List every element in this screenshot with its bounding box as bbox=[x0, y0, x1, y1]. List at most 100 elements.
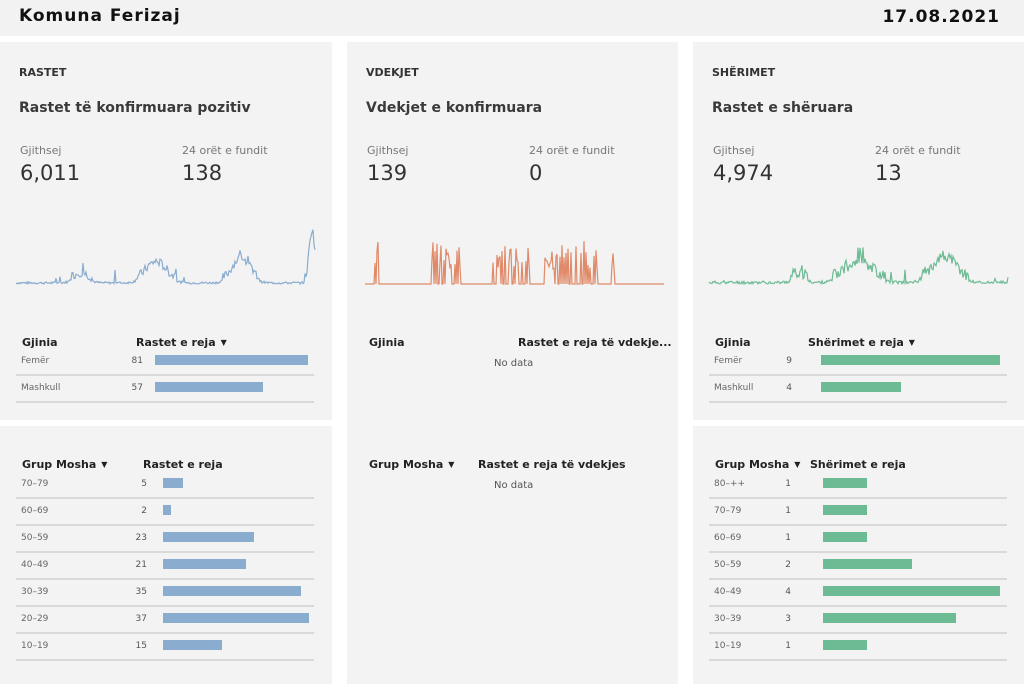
vdekjet-kicker: VDEKJET bbox=[366, 66, 419, 79]
row-value: 35 bbox=[135, 587, 147, 597]
table-row[interactable]: 10–19 15 bbox=[16, 634, 314, 661]
row-label: 30–39 bbox=[21, 587, 49, 597]
sort-down-icon: ▼ bbox=[448, 460, 455, 469]
table-row[interactable]: 70–79 5 bbox=[16, 472, 314, 499]
rastet-last24-value: 138 bbox=[182, 161, 223, 185]
row-bar bbox=[823, 478, 868, 488]
table-row[interactable]: 70–79 1 bbox=[709, 499, 1007, 526]
rastet-total-label: Gjithsej bbox=[20, 144, 62, 157]
rastet-total-value: 6,011 bbox=[20, 161, 81, 185]
row-label: 50–59 bbox=[714, 560, 742, 570]
vdekjet-last24-label: 24 orët e fundit bbox=[529, 144, 615, 157]
row-value: 1 bbox=[785, 533, 791, 543]
rastet-gender-col2-sort[interactable]: Rastet e reja ▼ bbox=[136, 336, 227, 349]
vdekjet-gender-col2[interactable]: Rastet e reja të vdekje... bbox=[518, 336, 672, 349]
row-label: 50–59 bbox=[21, 533, 49, 543]
row-label: Mashkull bbox=[21, 383, 61, 393]
rastet-panel: RASTET Rastet të konfirmuara pozitiv Gji… bbox=[0, 42, 332, 420]
vdekjet-last24-value: 0 bbox=[529, 161, 543, 185]
row-bar bbox=[163, 532, 254, 542]
row-value: 1 bbox=[785, 641, 791, 651]
sherimet-age-table: 80–++ 1 70–79 1 60–69 1 50–59 2 40–49 4 30–39 3 10–1… bbox=[709, 472, 1007, 661]
sherimet-age-col1-sort[interactable]: Grup Mosha ▼ bbox=[715, 458, 800, 471]
row-bar bbox=[155, 382, 263, 392]
sort-down-icon: ▼ bbox=[220, 338, 227, 347]
row-bar bbox=[821, 382, 901, 392]
row-value: 1 bbox=[785, 506, 791, 516]
vdekjet-panel: VDEKJET Vdekjet e konfirmuara Gjithsej 1… bbox=[347, 42, 678, 684]
row-label: 40–49 bbox=[714, 587, 742, 597]
row-label: 10–19 bbox=[714, 641, 742, 651]
row-value: 15 bbox=[135, 641, 147, 651]
sort-down-icon: ▼ bbox=[794, 460, 801, 469]
table-row[interactable]: Mashkull 4 bbox=[709, 376, 1007, 403]
sherimet-gender-col2-label: Shërimet e reja bbox=[808, 336, 904, 349]
page-title: Komuna Ferizaj bbox=[19, 6, 181, 26]
sherimet-total-label: Gjithsej bbox=[713, 144, 755, 157]
row-value: 37 bbox=[135, 614, 147, 624]
vdekjet-sparkline bbox=[365, 241, 664, 285]
row-bar bbox=[823, 613, 956, 623]
table-row[interactable]: 30–39 3 bbox=[709, 607, 1007, 634]
table-row[interactable]: 60–69 1 bbox=[709, 526, 1007, 553]
rastet-age-col1-sort[interactable]: Grup Mosha ▼ bbox=[22, 458, 107, 471]
row-label: 20–29 bbox=[21, 614, 49, 624]
vdekjet-age-col1-sort[interactable]: Grup Mosha ▼ bbox=[369, 458, 454, 471]
table-row[interactable]: 10–19 1 bbox=[709, 634, 1007, 661]
sherimet-last24-label: 24 orët e fundit bbox=[875, 144, 961, 157]
sherimet-gender-col2-sort[interactable]: Shërimet e reja ▼ bbox=[808, 336, 915, 349]
row-value: 23 bbox=[135, 533, 147, 543]
row-bar bbox=[163, 505, 171, 515]
row-label: Femër bbox=[21, 356, 50, 366]
row-bar bbox=[823, 532, 868, 542]
sherimet-panel: SHËRIMET Rastet e shëruara Gjithsej 4,97… bbox=[693, 42, 1024, 420]
rastet-kicker: RASTET bbox=[19, 66, 67, 79]
vdekjet-total-value: 139 bbox=[367, 161, 408, 185]
rastet-age-panel: Grup Mosha ▼ Rastet e reja 70–79 5 60–69 2 50… bbox=[0, 426, 332, 684]
row-bar bbox=[823, 586, 1000, 596]
table-row[interactable]: 20–29 37 bbox=[16, 607, 314, 634]
sherimet-age-panel: Grup Mosha ▼ Shërimet e reja 80–++ 1 70–79 1… bbox=[693, 426, 1024, 684]
vdekjet-gender-empty: No data bbox=[494, 358, 534, 369]
table-row[interactable]: Femër 9 bbox=[709, 349, 1007, 376]
rastet-gender-col2-label: Rastet e reja bbox=[136, 336, 216, 349]
table-row[interactable]: 40–49 21 bbox=[16, 553, 314, 580]
row-value: 9 bbox=[786, 356, 792, 366]
table-row[interactable]: 60–69 2 bbox=[16, 499, 314, 526]
vdekjet-age-col2: Rastet e reja të vdekjes bbox=[478, 458, 626, 471]
rastet-last24-label: 24 orët e fundit bbox=[182, 144, 268, 157]
sherimet-total-value: 4,974 bbox=[713, 161, 774, 185]
rastet-age-table: 70–79 5 60–69 2 50–59 23 40–49 21 30–39 35 20–29 37… bbox=[16, 472, 314, 661]
vdekjet-total-label: Gjithsej bbox=[367, 144, 409, 157]
row-label: Femër bbox=[714, 356, 743, 366]
row-label: 80–++ bbox=[714, 479, 746, 489]
row-label: 30–39 bbox=[714, 614, 742, 624]
table-row[interactable]: Mashkull 57 bbox=[16, 376, 314, 403]
row-bar bbox=[823, 559, 912, 569]
sherimet-kicker: SHËRIMET bbox=[712, 66, 776, 79]
report-date: 17.08.2021 bbox=[882, 7, 1000, 27]
vdekjet-age-empty: No data bbox=[494, 480, 534, 491]
row-label: 40–49 bbox=[21, 560, 49, 570]
row-value: 3 bbox=[785, 614, 791, 624]
row-label: Mashkull bbox=[714, 383, 754, 393]
sherimet-sparkline bbox=[708, 247, 1009, 286]
table-row[interactable]: 50–59 2 bbox=[709, 553, 1007, 580]
table-row[interactable]: 50–59 23 bbox=[16, 526, 314, 553]
row-bar bbox=[821, 355, 1000, 365]
vdekjet-gender-col1: Gjinia bbox=[369, 336, 405, 349]
rastet-sparkline bbox=[15, 229, 316, 286]
row-value: 57 bbox=[131, 383, 143, 393]
table-row[interactable]: Femër 81 bbox=[16, 349, 314, 376]
row-bar bbox=[155, 355, 308, 365]
rastet-age-col1-label: Grup Mosha bbox=[22, 458, 97, 471]
table-row[interactable]: 40–49 4 bbox=[709, 580, 1007, 607]
row-bar bbox=[163, 586, 302, 596]
table-row[interactable]: 80–++ 1 bbox=[709, 472, 1007, 499]
row-bar bbox=[823, 640, 868, 650]
row-label: 70–79 bbox=[714, 506, 742, 516]
sherimet-subtitle: Rastet e shëruara bbox=[712, 100, 854, 116]
row-label: 10–19 bbox=[21, 641, 49, 651]
table-row[interactable]: 30–39 35 bbox=[16, 580, 314, 607]
row-bar bbox=[163, 559, 246, 569]
